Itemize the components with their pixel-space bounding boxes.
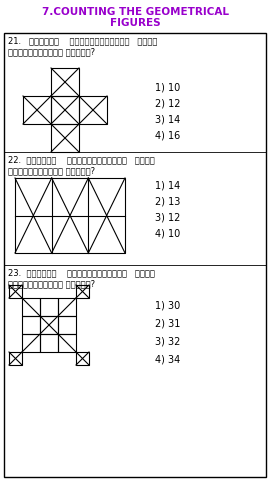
Bar [58,334,76,352]
Text: 4) 34: 4) 34 [155,354,180,364]
Text: 4) 10: 4) 10 [155,228,180,238]
Bar [40,334,58,352]
Text: வரைபடத்தில் உள்ளன?: வரைபடத்தில் உள்ளன? [8,166,95,175]
Text: 3) 32: 3) 32 [155,336,180,346]
Text: 22.  எத்தனை    முக்கோணங்கள்   இந்த: 22. எத்தனை முக்கோணங்கள் இந்த [8,155,155,164]
Bar [51,96,79,124]
Bar [58,298,76,316]
Text: 3) 12: 3) 12 [155,212,180,222]
Bar [9,285,22,298]
Text: 1) 10: 1) 10 [155,82,180,92]
Text: 1) 30: 1) 30 [155,300,180,310]
Text: வரைபடத்தில் உள்ளன?: வரைபடத்தில் உள்ளன? [8,279,95,288]
Text: 4) 16: 4) 16 [155,130,180,140]
Text: 23.  எத்தனை    முக்கோணங்கள்   இந்த: 23. எத்தனை முக்கோணங்கள் இந்த [8,268,155,277]
Bar [51,68,79,96]
Text: 1) 14: 1) 14 [155,180,180,190]
Bar [22,334,40,352]
Bar [40,298,58,316]
Bar [40,316,58,334]
Bar [76,352,89,365]
Bar [15,178,125,253]
Bar [23,96,51,124]
Bar [58,316,76,334]
Bar [9,352,22,365]
Text: FIGURES: FIGURES [110,18,160,28]
Bar [76,285,89,298]
Text: 21.   எத்தனை    முக்கோணங்கள்   இந்த: 21. எத்தனை முக்கோணங்கள் இந்த [8,36,157,45]
Bar [79,96,107,124]
Text: 2) 13: 2) 13 [155,196,180,206]
Text: வரைபடத்தில் உள்ளன?: வரைபடத்தில் உள்ளன? [8,47,95,56]
Text: 2) 31: 2) 31 [155,318,180,328]
Text: 3) 14: 3) 14 [155,114,180,124]
Text: 2) 12: 2) 12 [155,98,180,108]
Text: 7.COUNTING THE GEOMETRICAL: 7.COUNTING THE GEOMETRICAL [41,7,228,17]
Bar [22,298,40,316]
Bar [51,124,79,152]
Bar [22,316,40,334]
